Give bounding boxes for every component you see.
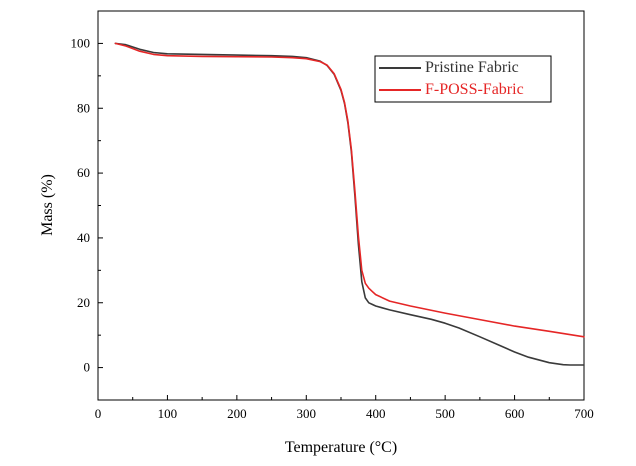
x-tick-label: 0 bbox=[95, 406, 102, 421]
y-tick-label: 20 bbox=[77, 295, 90, 310]
x-tick-label: 700 bbox=[574, 406, 594, 421]
x-tick-label: 400 bbox=[366, 406, 386, 421]
y-axis-title: Mass (%) bbox=[39, 174, 56, 236]
x-tick-label: 100 bbox=[158, 406, 178, 421]
y-tick-label: 80 bbox=[77, 100, 90, 115]
x-tick-label: 200 bbox=[227, 406, 247, 421]
x-tick-label: 300 bbox=[297, 406, 317, 421]
x-tick-label: 600 bbox=[505, 406, 525, 421]
y-tick-label: 40 bbox=[77, 230, 90, 245]
x-tick-label: 500 bbox=[435, 406, 455, 421]
y-tick-label: 0 bbox=[84, 360, 91, 375]
series-layer bbox=[114, 42, 585, 366]
legend: Pristine Fabric F-POSS-Fabric bbox=[374, 55, 552, 103]
legend-box bbox=[374, 55, 552, 103]
y-tick-label: 100 bbox=[71, 35, 91, 50]
axis-ticks: 0 100 200 300 400 500 600 700 0 20 40 60 80 100 bbox=[71, 10, 594, 421]
legend-label-1: F-POSS-Fabric bbox=[425, 81, 524, 98]
legend-label-0: Pristine Fabric bbox=[425, 59, 519, 76]
y-tick-label: 60 bbox=[77, 165, 90, 180]
series-line-0 bbox=[114, 42, 585, 366]
series-line-1 bbox=[114, 42, 585, 338]
x-axis-title: Temperature (°C) bbox=[285, 439, 397, 456]
